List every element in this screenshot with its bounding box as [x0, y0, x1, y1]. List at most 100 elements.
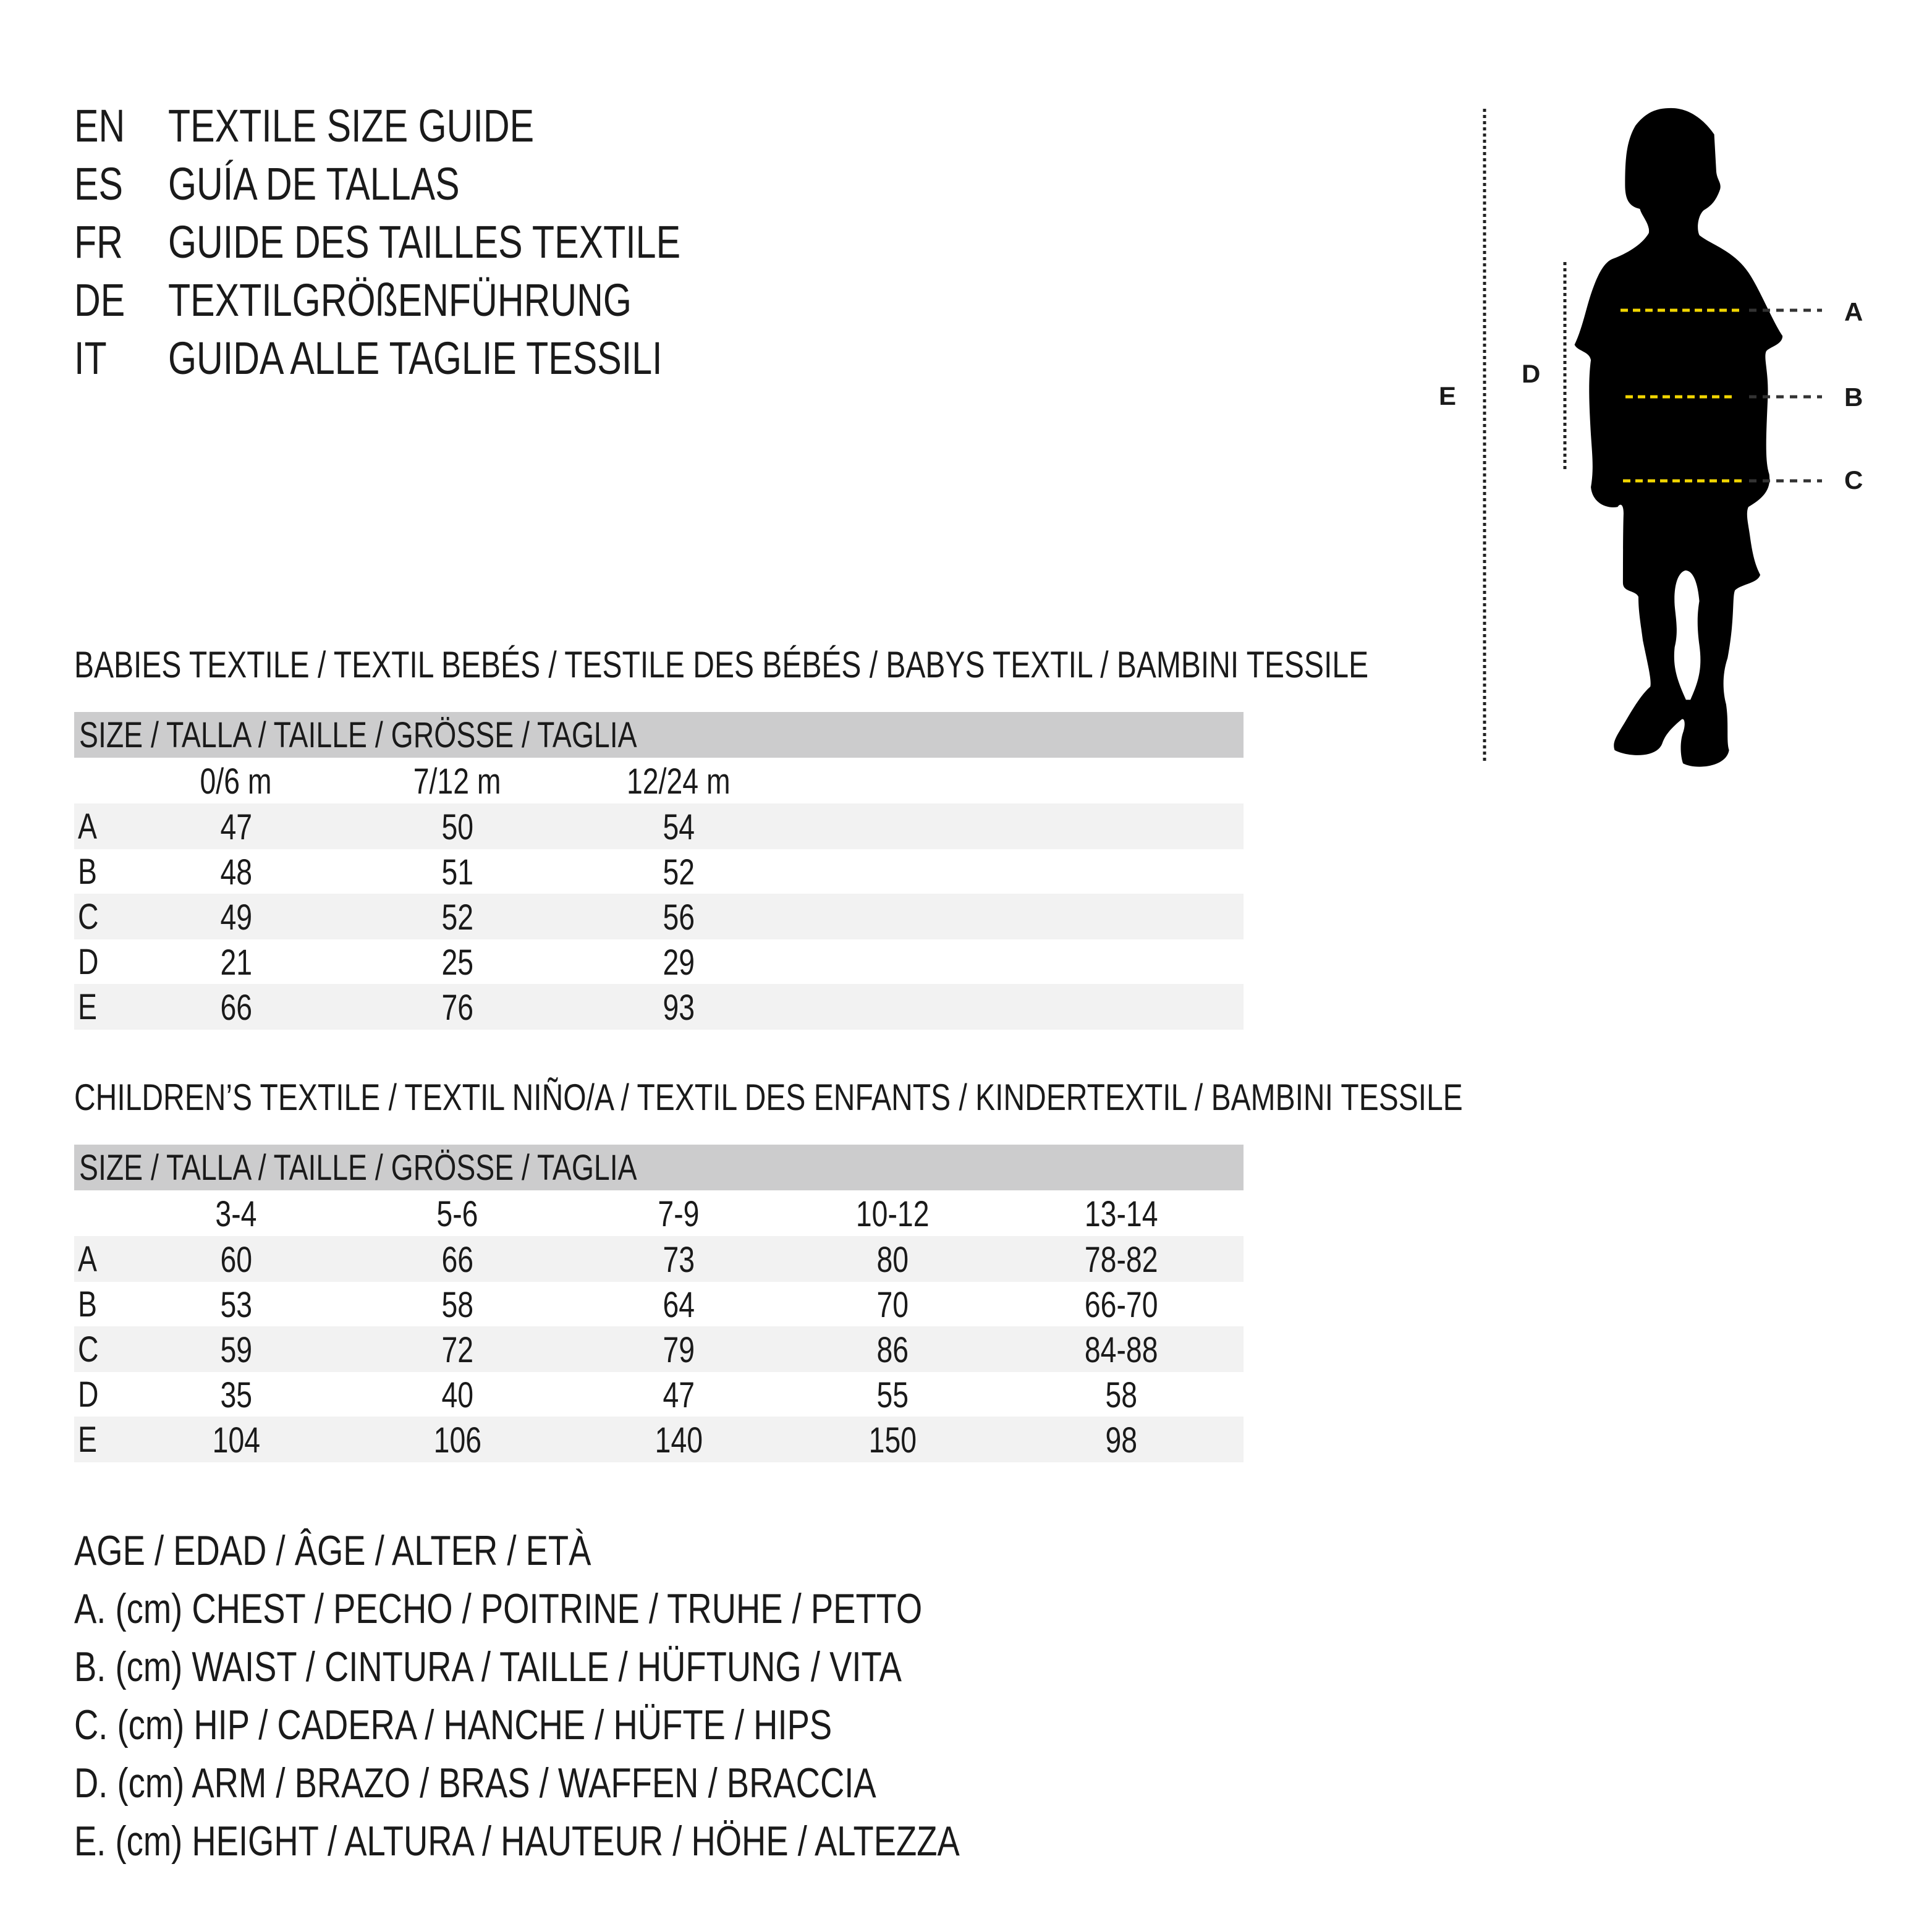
table-cell-value: 80 — [876, 1240, 909, 1280]
legend-text: AGE / EDAD / ÂGE / ALTER / ETÀ — [74, 1527, 591, 1574]
table-cell-value: 104 — [212, 1420, 260, 1460]
row-label: A — [78, 803, 102, 850]
language-code: FR — [74, 213, 135, 271]
size-header: SIZE / TALLA / TAILLE / GRÖSSE / TAGLIA — [79, 1145, 776, 1192]
table-cell-value: 58 — [441, 1285, 473, 1325]
table-cell-value: 54 — [663, 807, 695, 847]
table-cell-value: 58 — [1105, 1375, 1137, 1415]
table-row: C 49 52 56 — [74, 894, 1244, 939]
size-header-text: SIZE / TALLA / TAILLE / GRÖSSE / TAGLIA — [79, 715, 637, 755]
label-b: B — [1844, 383, 1863, 412]
table-cell: 60 — [143, 1236, 329, 1284]
table-cell-value: 66 — [220, 988, 252, 1028]
table-cell: 55 — [800, 1371, 985, 1420]
table-cell-value: 98 — [1105, 1420, 1137, 1460]
column-header: 12/24 m — [586, 758, 771, 806]
table-cell: 104 — [143, 1417, 329, 1465]
table-cell-value: 48 — [220, 852, 252, 892]
table-cell-value: 79 — [663, 1330, 695, 1370]
table-row: E 104 106 140 150 98 — [74, 1417, 1244, 1462]
row-label: A — [78, 1236, 102, 1283]
children-heading: CHILDREN’S TEXTILE / TEXTIL NIÑO/A / TEX… — [74, 1076, 1810, 1119]
table-cell: 58 — [1028, 1371, 1214, 1420]
title-row: ES GUÍA DE TALLAS — [74, 155, 816, 213]
table-cell-value: 72 — [441, 1330, 473, 1370]
table-row: D 21 25 29 — [74, 939, 1244, 985]
legend-text: E. (cm) HEIGHT / ALTURA / HAUTEUR / HÖHE… — [74, 1818, 960, 1865]
table-cell: 21 — [143, 939, 329, 987]
table-cell: 48 — [143, 849, 329, 897]
table-cell: 59 — [143, 1326, 329, 1375]
row-label: D — [78, 939, 104, 986]
table-cell-value: 93 — [663, 988, 695, 1028]
table-cell: 25 — [365, 939, 550, 987]
legend-text: C. (cm) HIP / CADERA / HANCHE / HÜFTE / … — [74, 1701, 833, 1748]
table-cell: 140 — [586, 1417, 771, 1465]
column-header: 13-14 — [1028, 1190, 1214, 1239]
row-label-text: B — [78, 852, 97, 892]
row-label-text: C — [78, 1329, 99, 1370]
table-cell: 86 — [800, 1326, 985, 1375]
table-cell-value: 66 — [441, 1240, 473, 1280]
table-cell: 98 — [1028, 1417, 1214, 1465]
table-cell-value: 47 — [220, 807, 252, 847]
title-row: DE TEXTILGRÖßENFÜHRUNG — [74, 271, 816, 329]
column-header: 7/12 m — [365, 758, 550, 806]
title-text-value: GUIDE DES TAILLES TEXTILE — [168, 216, 681, 268]
table-cell: 29 — [586, 939, 771, 987]
column-header-text: 3-4 — [215, 1194, 257, 1234]
language-code: ES — [74, 155, 135, 213]
table-cell: 66-70 — [1028, 1281, 1214, 1329]
table-cell-value: 55 — [876, 1375, 909, 1415]
table-cell: 58 — [365, 1281, 550, 1329]
table-cell-value: 50 — [441, 807, 473, 847]
column-header-text: 12/24 m — [627, 761, 731, 802]
label-d: D — [1522, 359, 1541, 388]
table-cell: 76 — [365, 984, 550, 1032]
row-label-text: D — [78, 942, 99, 982]
row-label: C — [78, 1326, 104, 1373]
legend-item: D. (cm) ARM / BRAZO / BRAS / WAFFEN / BR… — [74, 1754, 1077, 1812]
table-cell: 40 — [365, 1371, 550, 1420]
table-row: B 48 51 52 — [74, 849, 1244, 894]
table-cell-value: 76 — [441, 988, 473, 1028]
table-row: A 47 50 54 — [74, 803, 1244, 849]
table-cell-value: 73 — [663, 1240, 695, 1280]
title-text-value: GUIDA ALLE TAGLIE TESSILI — [168, 333, 663, 384]
row-label: B — [78, 849, 102, 896]
column-header-text: 7-9 — [658, 1194, 700, 1234]
table-row: C 59 72 79 86 84-88 — [74, 1326, 1244, 1372]
table-cell: 56 — [586, 894, 771, 942]
table-cell: 66 — [365, 1236, 550, 1284]
table-cell: 73 — [586, 1236, 771, 1284]
column-header-row: 3-4 5-6 7-9 10-12 13-14 — [74, 1190, 1244, 1236]
table-cell-value: 51 — [441, 852, 473, 892]
column-header: 10-12 — [800, 1190, 985, 1239]
table-cell: 52 — [365, 894, 550, 942]
title-text-value: GUÍA DE TALLAS — [168, 158, 460, 210]
babies-heading: BABIES TEXTILE / TEXTIL BEBÉS / TESTILE … — [74, 643, 1692, 687]
table-cell: 53 — [143, 1281, 329, 1329]
table-cell-value: 78-82 — [1084, 1240, 1158, 1280]
language-code: EN — [74, 97, 138, 155]
row-label: E — [78, 1417, 102, 1464]
table-cell: 79 — [586, 1326, 771, 1375]
language-code-text: ES — [74, 158, 123, 210]
language-code-text: IT — [74, 333, 107, 384]
column-header-row: 0/6 m 7/12 m 12/24 m — [74, 758, 1244, 803]
row-label-text: C — [78, 897, 99, 937]
legend-text: A. (cm) CHEST / PECHO / POITRINE / TRUHE… — [74, 1585, 923, 1632]
children-heading-text: CHILDREN’S TEXTILE / TEXTIL NIÑO/A / TEX… — [74, 1077, 1463, 1118]
legend-text: B. (cm) WAIST / CINTURA / TAILLE / HÜFTU… — [74, 1643, 902, 1690]
title-text-value: TEXTILGRÖßENFÜHRUNG — [168, 274, 632, 326]
table-cell-value: 59 — [220, 1330, 252, 1370]
table-row: D 35 40 47 55 58 — [74, 1371, 1244, 1417]
table-cell-value: 60 — [220, 1240, 252, 1280]
table-cell: 70 — [800, 1281, 985, 1329]
table-cell-value: 64 — [663, 1285, 695, 1325]
row-label-text: B — [78, 1284, 97, 1324]
table-row: E 66 76 93 — [74, 984, 1244, 1030]
column-header: 7-9 — [586, 1190, 771, 1239]
child-silhouette-diagram — [1483, 108, 1822, 767]
table-cell-value: 21 — [220, 943, 252, 983]
